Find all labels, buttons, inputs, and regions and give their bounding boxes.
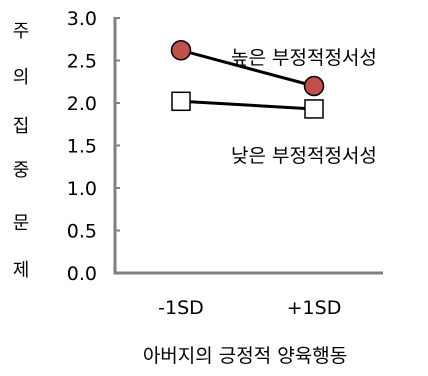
x-tick-label: +1SD (287, 297, 342, 319)
y-axis-label-char: 집 (13, 116, 30, 137)
x-axis-title: 아버지의 긍정적 양육행동 (143, 345, 347, 367)
y-tick-label: 1.5 (67, 136, 97, 158)
series-label: 높은 부정적정서성 (231, 47, 377, 69)
data-point-circle (170, 40, 192, 61)
y-axis-label-char: 주 (13, 21, 30, 42)
data-point-square (304, 99, 324, 119)
series-label: 낮은 부정적정서성 (231, 145, 377, 167)
series-line (180, 99, 315, 111)
y-tick-label: 2.5 (67, 51, 97, 73)
y-tick-label: 3.0 (67, 8, 97, 30)
y-tick-label: 1.0 (67, 178, 97, 200)
y-tick-label: 0.5 (67, 221, 97, 243)
y-axis-label-char: 제 (13, 260, 30, 281)
series-line (180, 48, 315, 88)
data-point-circle (303, 75, 325, 97)
y-axis-label-char: 의 (13, 67, 30, 88)
y-axis-label-char: 중 (13, 160, 30, 181)
y-tick-label: 2.0 (67, 93, 97, 115)
y-axis-label-char: 문 (13, 213, 30, 234)
data-point-square (171, 91, 191, 112)
y-tick-label: 0.0 (67, 263, 97, 285)
x-tick-label: -1SD (158, 297, 204, 319)
